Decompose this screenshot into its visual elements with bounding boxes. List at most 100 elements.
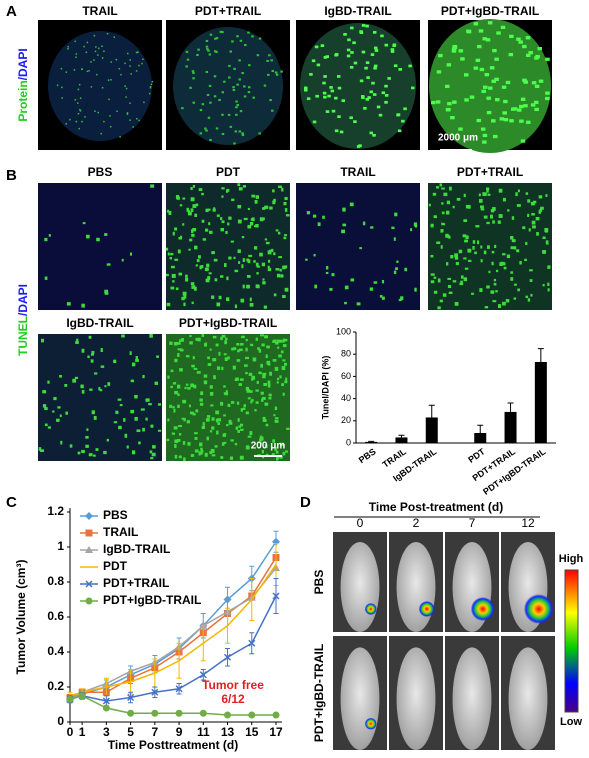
speckle — [337, 86, 342, 90]
speckle — [278, 354, 282, 358]
speckle — [463, 219, 468, 222]
stain-label: TUNEL/DAPI — [16, 284, 30, 356]
mouse — [508, 647, 548, 750]
speckle — [531, 213, 535, 216]
speckle — [493, 134, 498, 139]
speckle — [276, 381, 279, 384]
panel-label: A — [6, 3, 17, 20]
speckle — [226, 276, 229, 281]
speckle — [81, 390, 85, 394]
speckle — [488, 86, 493, 90]
speckle — [248, 64, 251, 67]
speckle — [475, 225, 480, 228]
speckle — [79, 110, 82, 112]
speckle — [96, 237, 100, 242]
speckle — [192, 227, 196, 232]
speckle — [238, 187, 243, 191]
speckle — [188, 211, 192, 216]
speckle — [432, 192, 437, 196]
micrograph — [166, 183, 290, 310]
speckle — [204, 127, 207, 130]
speckle — [267, 267, 272, 272]
speckle — [272, 200, 276, 205]
speckle — [239, 378, 244, 381]
speckle — [264, 402, 269, 406]
speckle — [312, 214, 317, 218]
speckle — [234, 379, 238, 382]
speckle — [191, 233, 195, 237]
speckle — [482, 140, 487, 144]
speckle — [224, 263, 227, 268]
speckle — [282, 338, 286, 342]
speckle — [169, 404, 173, 408]
speckle — [381, 279, 385, 284]
speckle — [267, 380, 271, 385]
speckle — [445, 233, 449, 238]
marker — [199, 709, 207, 717]
speckle — [281, 383, 285, 387]
speckle — [258, 37, 262, 40]
x-tick-label: 3 — [103, 725, 110, 739]
speckle — [106, 32, 109, 35]
speckle — [75, 120, 78, 123]
speckle — [186, 207, 190, 212]
speckle — [220, 217, 223, 220]
speckle — [535, 216, 540, 221]
speckle — [135, 70, 138, 72]
speckle — [208, 272, 212, 275]
speckle — [286, 427, 290, 430]
y-tick-label: 0.8 — [47, 574, 64, 588]
speckle — [215, 410, 220, 415]
speckle — [510, 236, 514, 240]
bar — [395, 437, 408, 443]
speckle — [214, 278, 218, 282]
speckle — [371, 81, 375, 85]
speckle — [100, 365, 105, 368]
signal — [523, 594, 554, 624]
speckle — [545, 91, 550, 95]
speckle — [217, 422, 221, 425]
speckle — [494, 57, 499, 61]
speckle — [254, 409, 257, 412]
speckle — [376, 105, 381, 109]
speckle — [480, 208, 485, 211]
speckle — [483, 215, 488, 219]
speckle — [120, 73, 122, 76]
speckle — [78, 83, 81, 86]
speckle — [540, 206, 544, 210]
speckle — [56, 84, 59, 87]
speckle — [97, 111, 99, 114]
speckle — [390, 50, 395, 53]
speckle — [431, 100, 436, 105]
speckle — [150, 83, 153, 86]
speckle — [447, 277, 452, 280]
speckle — [235, 113, 238, 116]
speckle — [532, 225, 536, 229]
speckle — [202, 238, 207, 241]
speckle — [393, 237, 396, 241]
content: TRAIL PDT+TRAIL IgBD-TRAIL PDT+IgBD-TRAIL20… — [14, 4, 583, 752]
speckle — [238, 130, 242, 133]
speckle — [209, 138, 212, 142]
speckle — [103, 120, 105, 123]
speckle — [57, 406, 61, 409]
speckle — [211, 426, 215, 430]
series-line — [69, 595, 277, 702]
speckle — [249, 221, 254, 226]
speckle — [67, 45, 69, 48]
speckle — [65, 71, 68, 73]
speckle — [211, 454, 216, 457]
speckle — [275, 341, 279, 345]
speckle — [446, 262, 449, 266]
speckle — [167, 252, 170, 256]
speckle — [246, 445, 249, 449]
y-tick-label: 1.2 — [47, 504, 64, 518]
speckle — [336, 75, 341, 78]
speckle — [478, 198, 483, 203]
speckle — [346, 48, 351, 52]
speckle — [243, 95, 247, 98]
speckle — [344, 285, 349, 290]
speckle — [478, 29, 484, 33]
speckle — [495, 269, 499, 273]
speckle — [395, 267, 398, 270]
